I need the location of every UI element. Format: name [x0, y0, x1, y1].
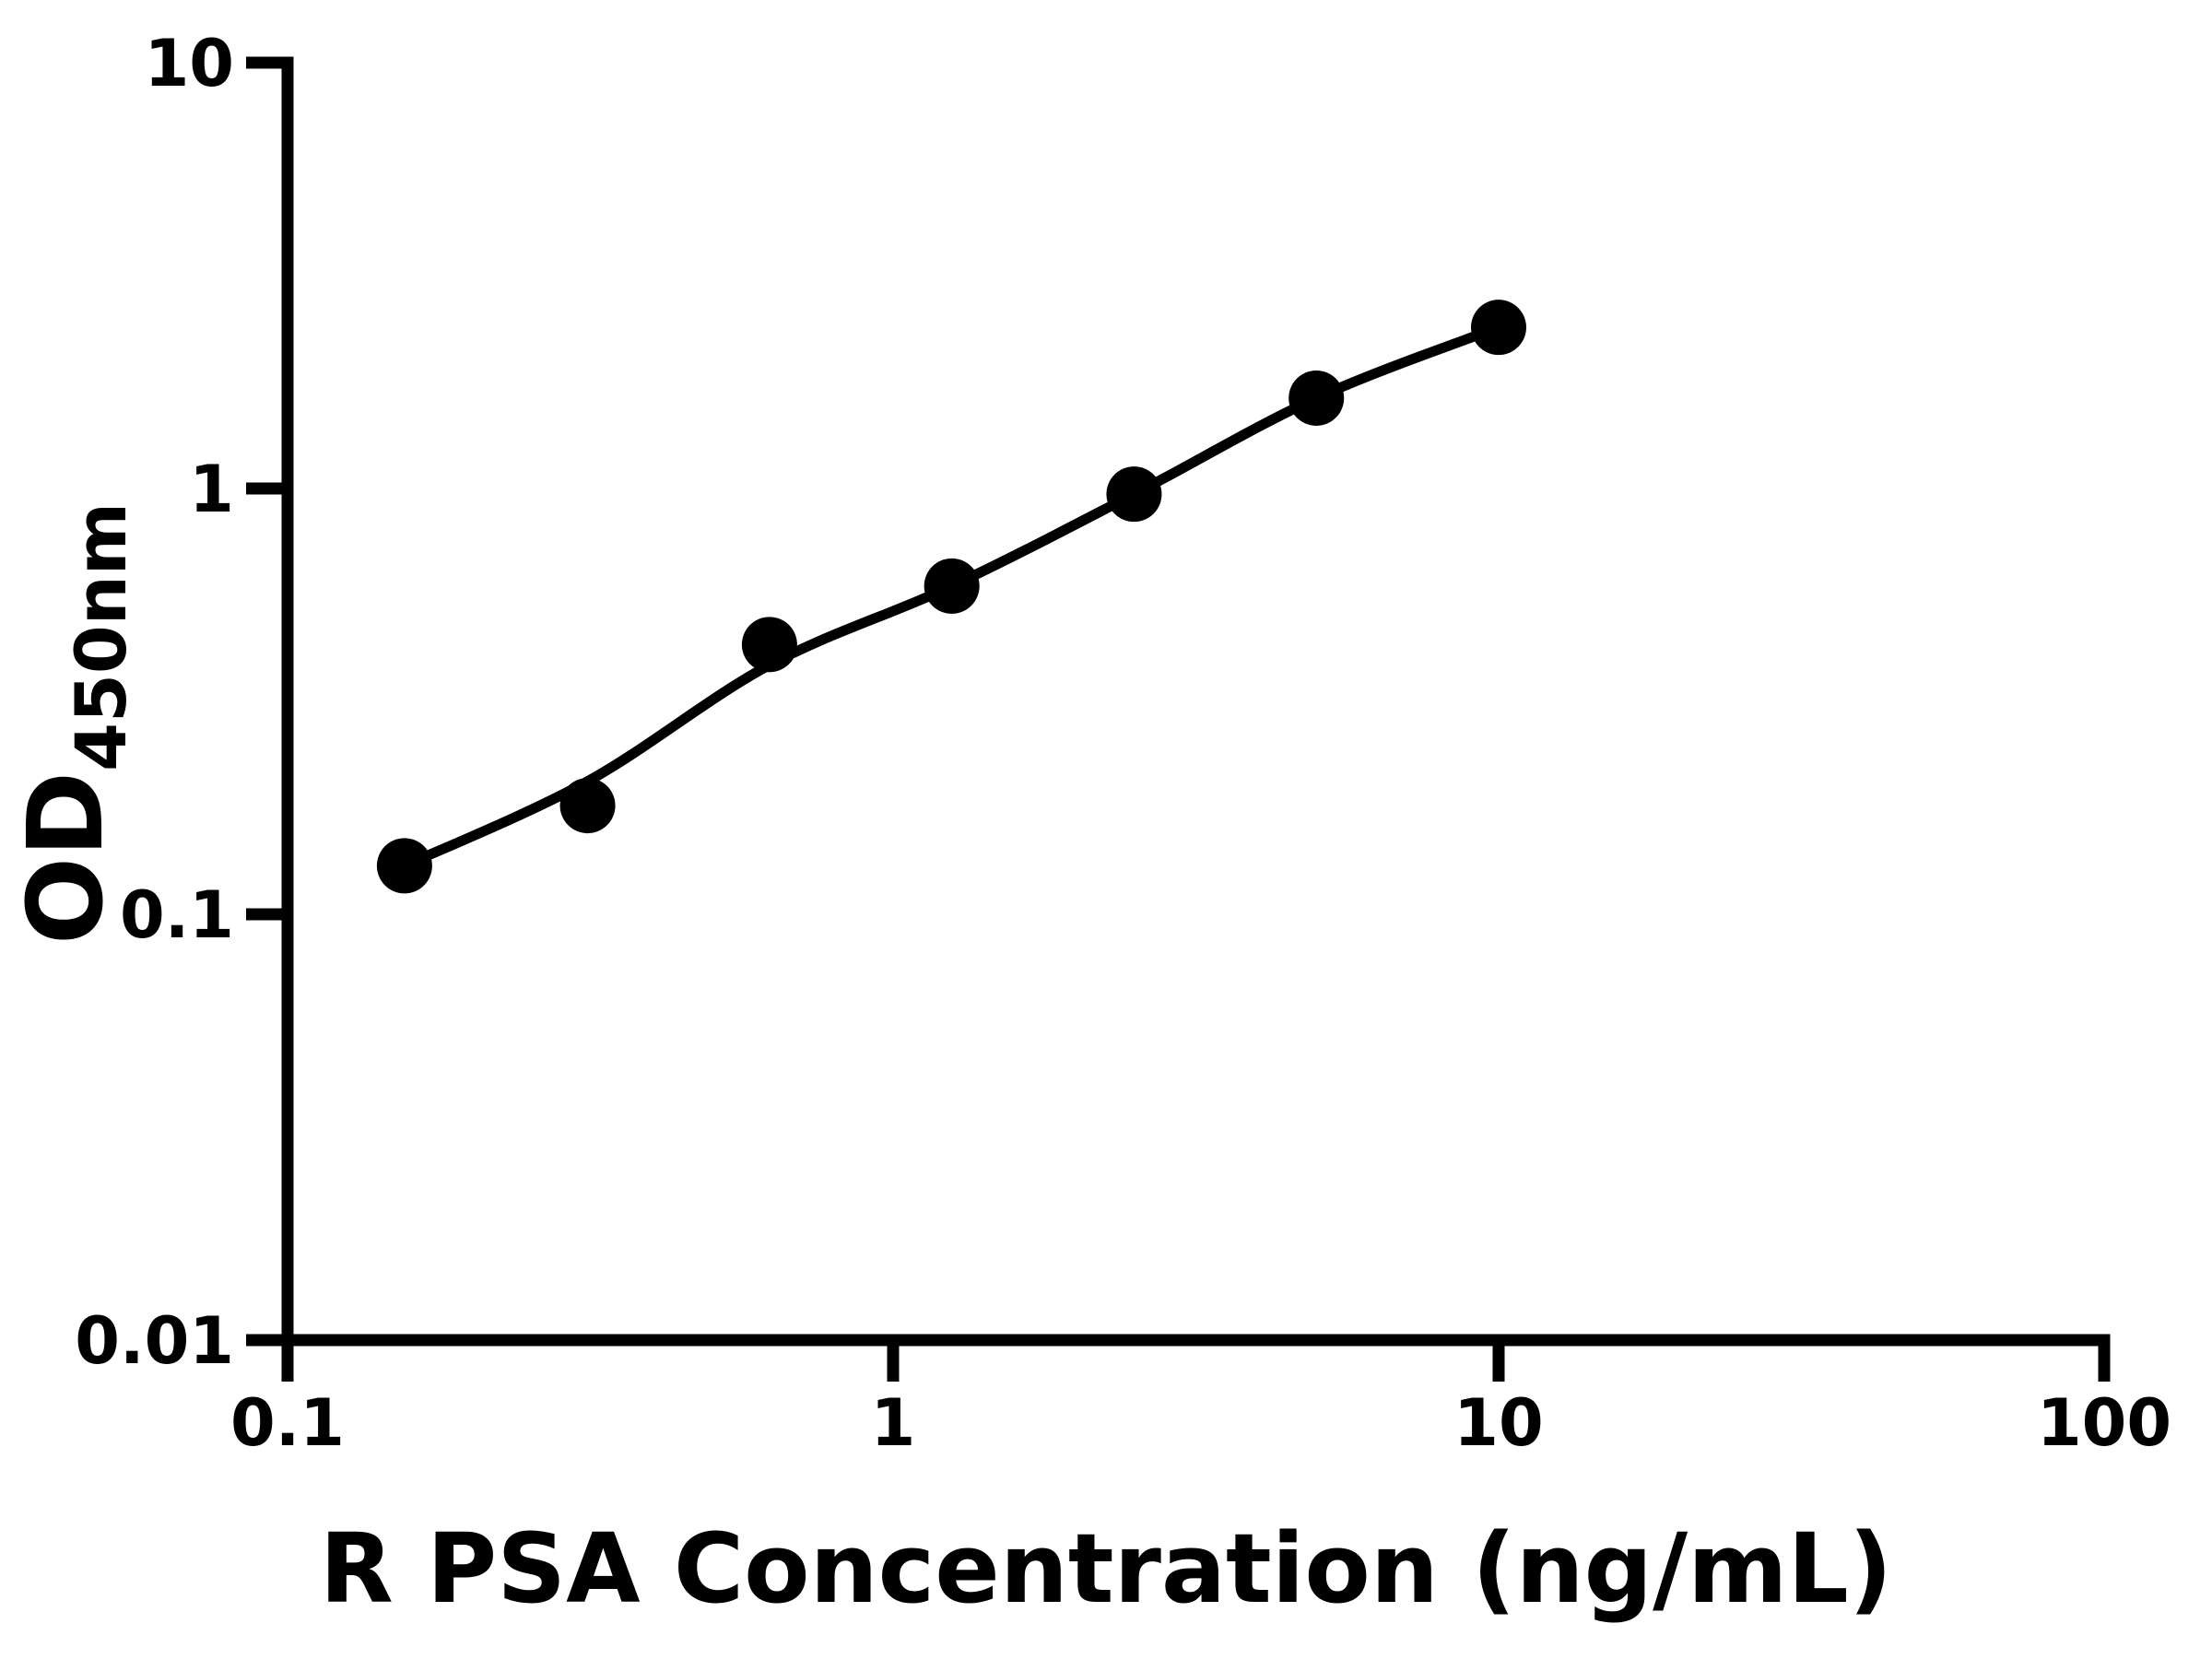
data-point-marker	[741, 617, 797, 673]
y-tick-label: 0.1	[120, 877, 234, 953]
x-tick-label: 10	[1453, 1385, 1543, 1461]
x-tick-label: 1	[871, 1385, 916, 1461]
axes	[281, 56, 2111, 1347]
y-axis-title-main: OD	[6, 771, 126, 945]
y-axis-title: OD450nm	[6, 502, 142, 945]
x-axis-title: R PSA Concentration (ng/mL)	[320, 1512, 1893, 1625]
y-tick-label: 10	[145, 26, 234, 101]
data-points	[376, 300, 1526, 894]
x-tick-label: 100	[2037, 1385, 2171, 1461]
data-point-marker	[1106, 466, 1162, 523]
data-point-marker	[924, 558, 980, 614]
x-tick-label: 0.1	[230, 1385, 345, 1461]
data-point-marker	[376, 838, 432, 894]
y-axis-title-sub: 450nm	[60, 502, 142, 771]
y-tick-label: 1	[189, 452, 234, 527]
data-point-marker	[1288, 370, 1345, 426]
data-point-marker	[1471, 300, 1526, 356]
data-point-marker	[559, 778, 616, 834]
y-tick-label: 0.01	[75, 1303, 234, 1379]
axis-ticks	[246, 56, 2111, 1382]
